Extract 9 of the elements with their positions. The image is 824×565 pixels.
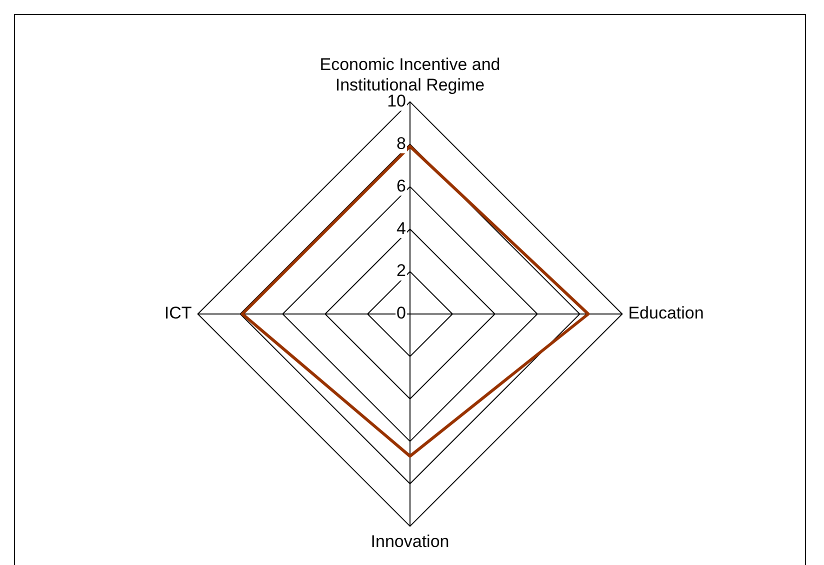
spoke-label: Education: [628, 304, 704, 323]
y-tick-label: 6: [396, 176, 406, 196]
spoke-label: ICT: [164, 304, 192, 323]
spoke-label: Innovation: [370, 532, 450, 552]
y-tick-label: 2: [396, 261, 406, 280]
y-tick-label: 10: [387, 91, 406, 110]
y-tick-label: 4: [396, 218, 406, 238]
y-tick-label: 0: [396, 304, 406, 323]
y-tick-label: 8: [396, 134, 406, 153]
